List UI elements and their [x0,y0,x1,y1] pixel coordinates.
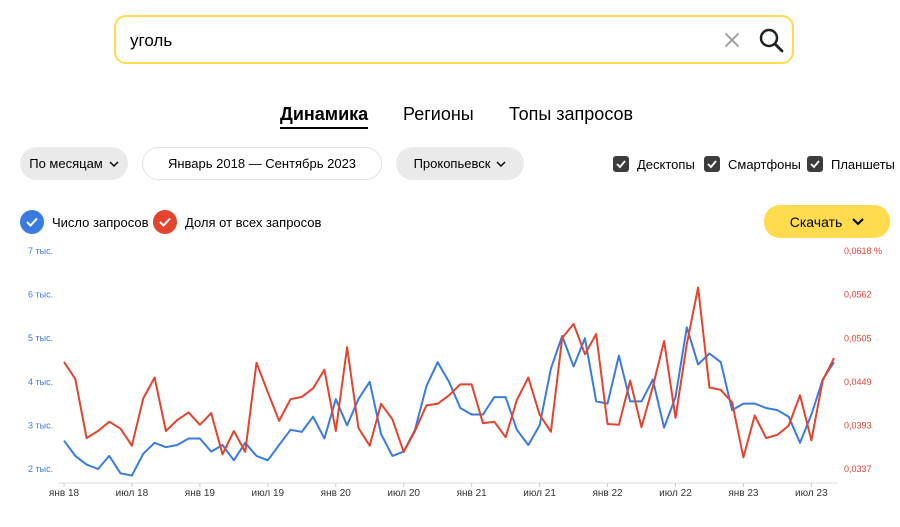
checkbox-label: Планшеты [831,156,895,172]
tab-regions[interactable]: Регионы [403,104,474,124]
download-label: Скачать [789,213,843,230]
search-input[interactable] [128,17,712,64]
date-range-picker[interactable]: Январь 2018 — Сентябрь 2023 [142,147,382,180]
y-right-tick-label: 0,0562 [844,289,872,299]
clear-search-button[interactable] [720,28,744,52]
y-right-tick-label: 0,0505 [844,334,872,344]
series-line-share [63,286,835,459]
series-line-count [63,326,835,477]
checkbox-desktops[interactable]: Десктопы [613,154,695,174]
legend-label: Число запросов [52,214,149,230]
legend-series-share[interactable]: Доля от всех запросов [153,209,321,235]
search-icon [759,28,784,53]
download-button[interactable]: Скачать [764,205,890,238]
date-range-label: Январь 2018 — Сентябрь 2023 [167,156,357,171]
x-tick-label: июл 18 [116,488,149,499]
x-tick-label: июл 22 [659,488,692,499]
x-tick-label: июл 20 [387,488,420,499]
y-left-tick-label: 5 тыс. [28,333,53,343]
checkbox-box [704,156,720,172]
x-tick-label: янв 18 [49,488,80,499]
x-tick-label: июл 23 [795,488,828,499]
x-tick-label: янв 21 [457,488,488,499]
checkbox-box [807,156,823,172]
x-tick-label: янв 19 [185,488,216,499]
check-icon [616,160,626,169]
y-right-tick-label: 0,0393 [844,421,872,431]
checkbox-box [613,156,629,172]
x-tick-label: июл 21 [523,488,556,499]
legend-swatch [153,210,177,234]
region-select[interactable]: Прокопьевск [396,147,524,180]
y-right-tick-label: 0,0449 [844,377,872,387]
y-left-tick-label: 2 тыс. [28,464,53,474]
y-right-tick-label: 0,0618 % [844,246,882,256]
y-left-tick-label: 4 тыс. [28,377,53,387]
check-icon [159,217,171,227]
x-tick-label: июл 19 [252,488,285,499]
legend-series-count[interactable]: Число запросов [20,209,148,235]
y-left-tick-label: 6 тыс. [28,290,53,300]
checkbox-tablets[interactable]: Планшеты [807,154,895,174]
search-button[interactable] [756,25,786,55]
checkbox-smartphones[interactable]: Смартфоны [704,154,801,174]
chevron-down-icon [109,161,119,167]
period-type-select[interactable]: По месяцам [20,147,128,180]
y-left-tick-label: 3 тыс. [28,420,53,430]
view-tabs: Динамика Регионы Топы запросов [0,104,900,134]
region-label: Прокопьевск [413,156,491,171]
close-icon [725,33,739,47]
trend-chart: 2 тыс. 3 тыс. 4 тыс. 5 тыс. 6 тыс. 7 тыс. 0,03… [28,246,882,499]
y-right-tick-label: 0,0337 [844,464,872,474]
x-tick-label: янв 22 [592,488,623,499]
tab-top-queries[interactable]: Топы запросов [509,104,634,124]
search-bar [114,15,794,64]
x-tick-label: янв 23 [728,488,759,499]
checkbox-label: Смартфоны [728,156,801,172]
tab-dynamics[interactable]: Динамика [280,104,369,129]
legend-label: Доля от всех запросов [185,214,322,230]
chevron-down-icon [852,217,864,225]
y-left-tick-label: 7 тыс. [28,246,53,256]
period-type-label: По месяцам [29,156,103,171]
check-icon [810,160,820,169]
legend-swatch [20,210,44,234]
checkbox-label: Десктопы [637,156,695,172]
chevron-down-icon [496,161,506,167]
x-tick-label: янв 20 [321,488,352,499]
check-icon [707,160,717,169]
check-icon [26,217,38,227]
